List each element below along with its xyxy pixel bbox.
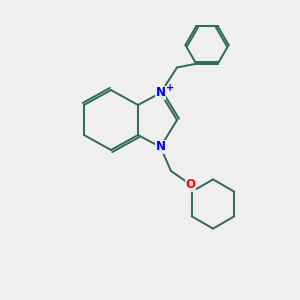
Text: +: +	[166, 82, 174, 93]
Text: O: O	[185, 178, 196, 191]
Text: N: N	[155, 140, 166, 154]
Text: N: N	[155, 86, 166, 100]
